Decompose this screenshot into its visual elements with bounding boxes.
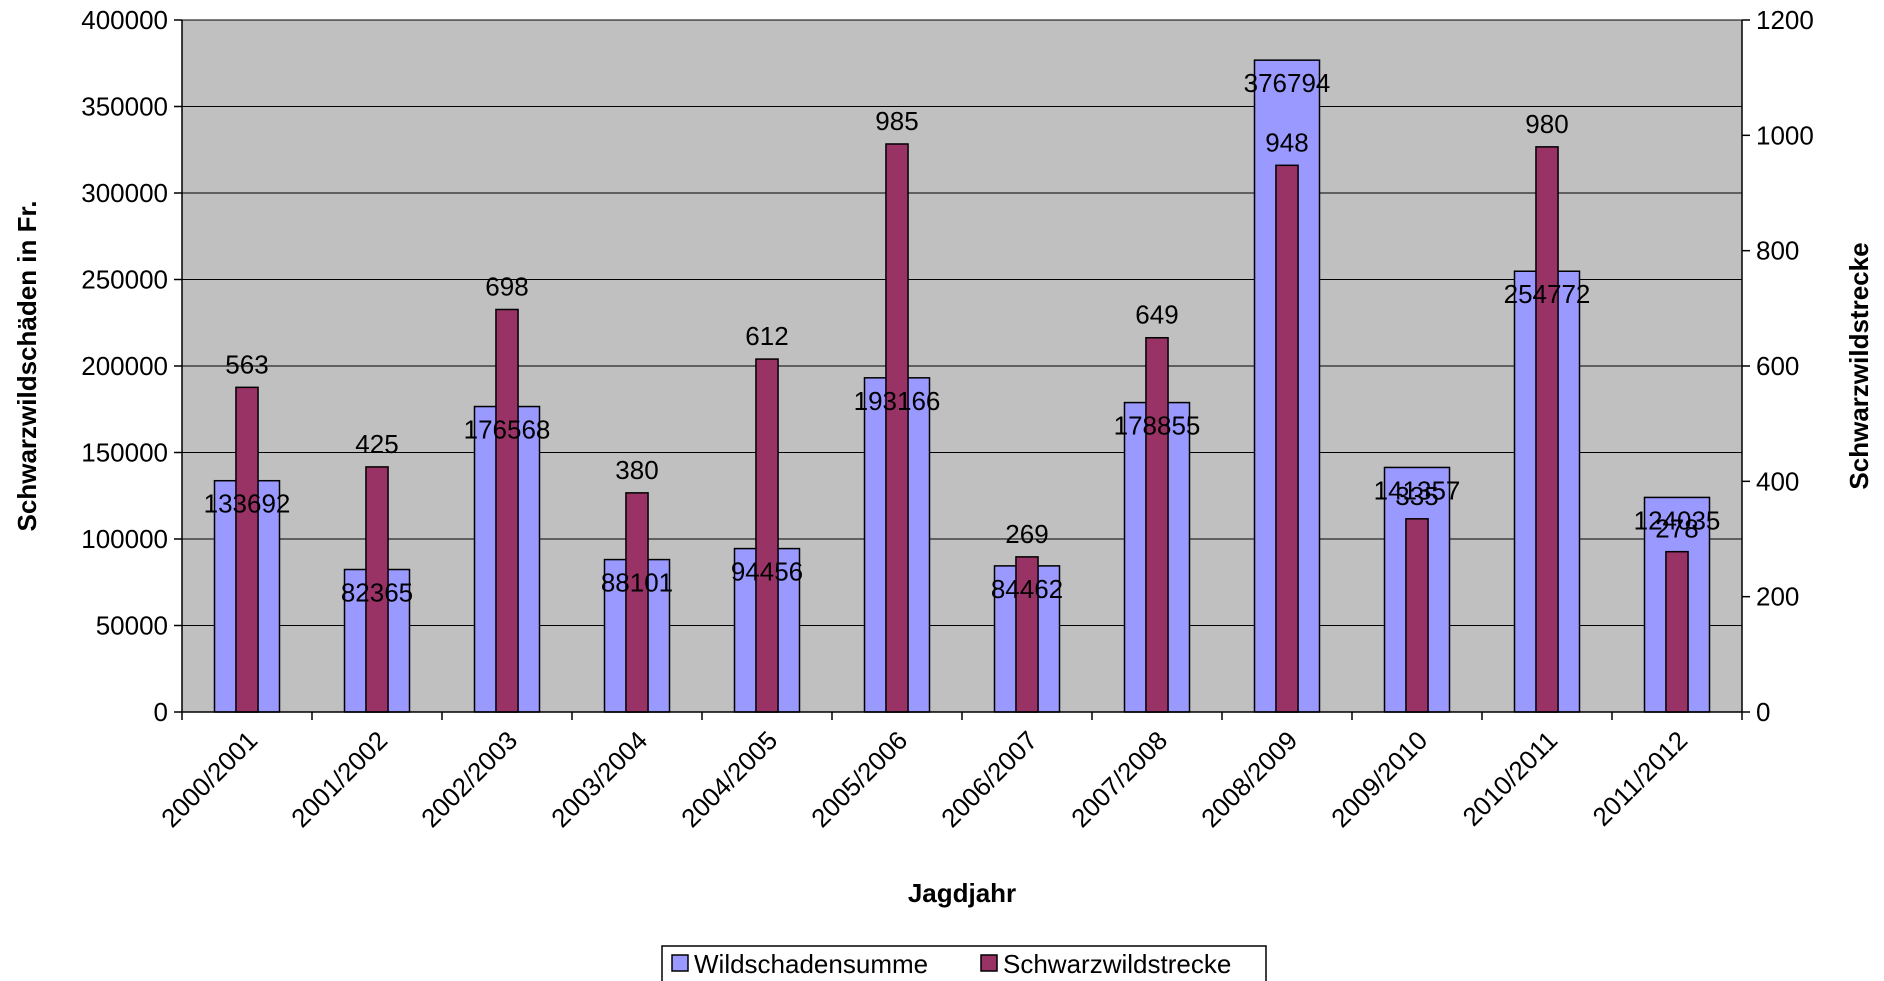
data-label-wildschadensumme: 82365 [341, 578, 413, 608]
x-tick-label: 2009/2010 [1325, 725, 1433, 833]
data-label-wildschadensumme: 193166 [854, 386, 941, 416]
x-tick-label: 2010/2011 [1456, 725, 1563, 832]
legend-label-schwarzwildstrecke: Schwarzwildstrecke [1003, 949, 1231, 979]
y2-tick-label: 200 [1756, 582, 1799, 612]
bar-schwarzwildstrecke [755, 358, 779, 713]
x-tick-label: 2005/2006 [805, 725, 913, 833]
data-label-schwarzwildstrecke: 980 [1525, 109, 1568, 139]
gridlines [182, 19, 1742, 626]
y-tick-label: 250000 [81, 265, 168, 295]
x-tick-label: 2003/2004 [545, 725, 653, 833]
axes [174, 19, 1750, 720]
bar-schwarzwildstrecke [885, 143, 909, 713]
y2-tick-label: 800 [1756, 236, 1799, 266]
bar-schwarzwildstrecke [1535, 146, 1559, 713]
y2-tick-label: 1200 [1756, 5, 1814, 35]
x-tick-label: 2004/2005 [675, 725, 783, 833]
x-axis-title: Jagdjahr [908, 878, 1016, 908]
legend-swatch-wildschadensumme [671, 954, 689, 972]
data-label-schwarzwildstrecke: 278 [1655, 514, 1698, 544]
legend-frame [661, 945, 1267, 981]
y2-axis-title: Schwarzwildstrecke [1844, 242, 1874, 489]
y-tick-label: 50000 [96, 611, 168, 641]
y-tick-label: 200000 [81, 351, 168, 381]
y-tick-label: 350000 [81, 92, 168, 122]
data-label-schwarzwildstrecke: 948 [1265, 127, 1308, 157]
data-label-wildschadensumme: 84462 [991, 574, 1063, 604]
bar-schwarzwildstrecke [495, 308, 519, 713]
x-tick-label: 2011/2012 [1586, 725, 1693, 832]
y-tick-label: 300000 [81, 178, 168, 208]
y2-tick-label: 400 [1756, 466, 1799, 496]
bar-schwarzwildstrecke [1665, 550, 1689, 713]
legend-label-wildschadensumme: Wildschadensumme [694, 949, 928, 979]
data-label-wildschadensumme: 94456 [731, 557, 803, 587]
data-label-wildschadensumme: 133692 [204, 489, 291, 519]
y2-tick-label: 600 [1756, 351, 1799, 381]
data-label-wildschadensumme: 178855 [1114, 411, 1201, 441]
bars [213, 59, 1711, 713]
data-label-schwarzwildstrecke: 612 [745, 321, 788, 351]
x-tick-label: 2001/2002 [285, 725, 393, 833]
legend: Wildschadensumme Schwarzwildstrecke [661, 945, 1267, 981]
data-label-schwarzwildstrecke: 563 [225, 349, 268, 379]
y-tick-label: 0 [154, 697, 168, 727]
y-tick-label: 150000 [81, 438, 168, 468]
x-tick-label: 2006/2007 [935, 725, 1043, 833]
data-label-schwarzwildstrecke: 269 [1005, 519, 1048, 549]
data-label-schwarzwildstrecke: 425 [355, 429, 398, 459]
y-tick-label: 400000 [81, 5, 168, 35]
data-label-wildschadensumme: 376794 [1244, 68, 1331, 98]
y-axis-title: Schwarzwildschäden in Fr. [12, 201, 42, 532]
x-tick-label: 2000/2001 [155, 725, 263, 833]
x-tick-label: 2007/2008 [1065, 725, 1173, 833]
x-tick-label: 2008/2009 [1195, 725, 1303, 833]
bar-schwarzwildstrecke [1405, 518, 1429, 713]
bar-schwarzwildstrecke [625, 492, 649, 713]
bar-schwarzwildstrecke [1275, 164, 1299, 713]
data-label-wildschadensumme: 254772 [1504, 279, 1591, 309]
y2-tick-label: 0 [1756, 697, 1770, 727]
data-label-wildschadensumme: 141357 [1374, 475, 1461, 505]
y-tick-label: 100000 [81, 524, 168, 554]
x-tick-label: 2002/2003 [415, 725, 523, 833]
data-label-schwarzwildstrecke: 698 [485, 271, 528, 301]
data-label-schwarzwildstrecke: 985 [875, 106, 918, 136]
data-label-wildschadensumme: 176568 [464, 415, 551, 445]
data-label-wildschadensumme: 88101 [601, 568, 673, 598]
legend-swatch-schwarzwildstrecke [980, 954, 998, 972]
data-label-schwarzwildstrecke: 335 [1395, 481, 1438, 511]
bar-schwarzwildstrecke [1145, 336, 1169, 713]
data-label-wildschadensumme: 124035 [1634, 505, 1721, 535]
data-labels: 133692 563 82365 425 176568 698 88101 380 94456 6… [204, 68, 1721, 607]
data-label-schwarzwildstrecke: 649 [1135, 300, 1178, 330]
y2-tick-label: 1000 [1756, 120, 1814, 150]
data-label-schwarzwildstrecke: 380 [615, 455, 658, 485]
bar-schwarzwildstrecke [235, 386, 259, 713]
